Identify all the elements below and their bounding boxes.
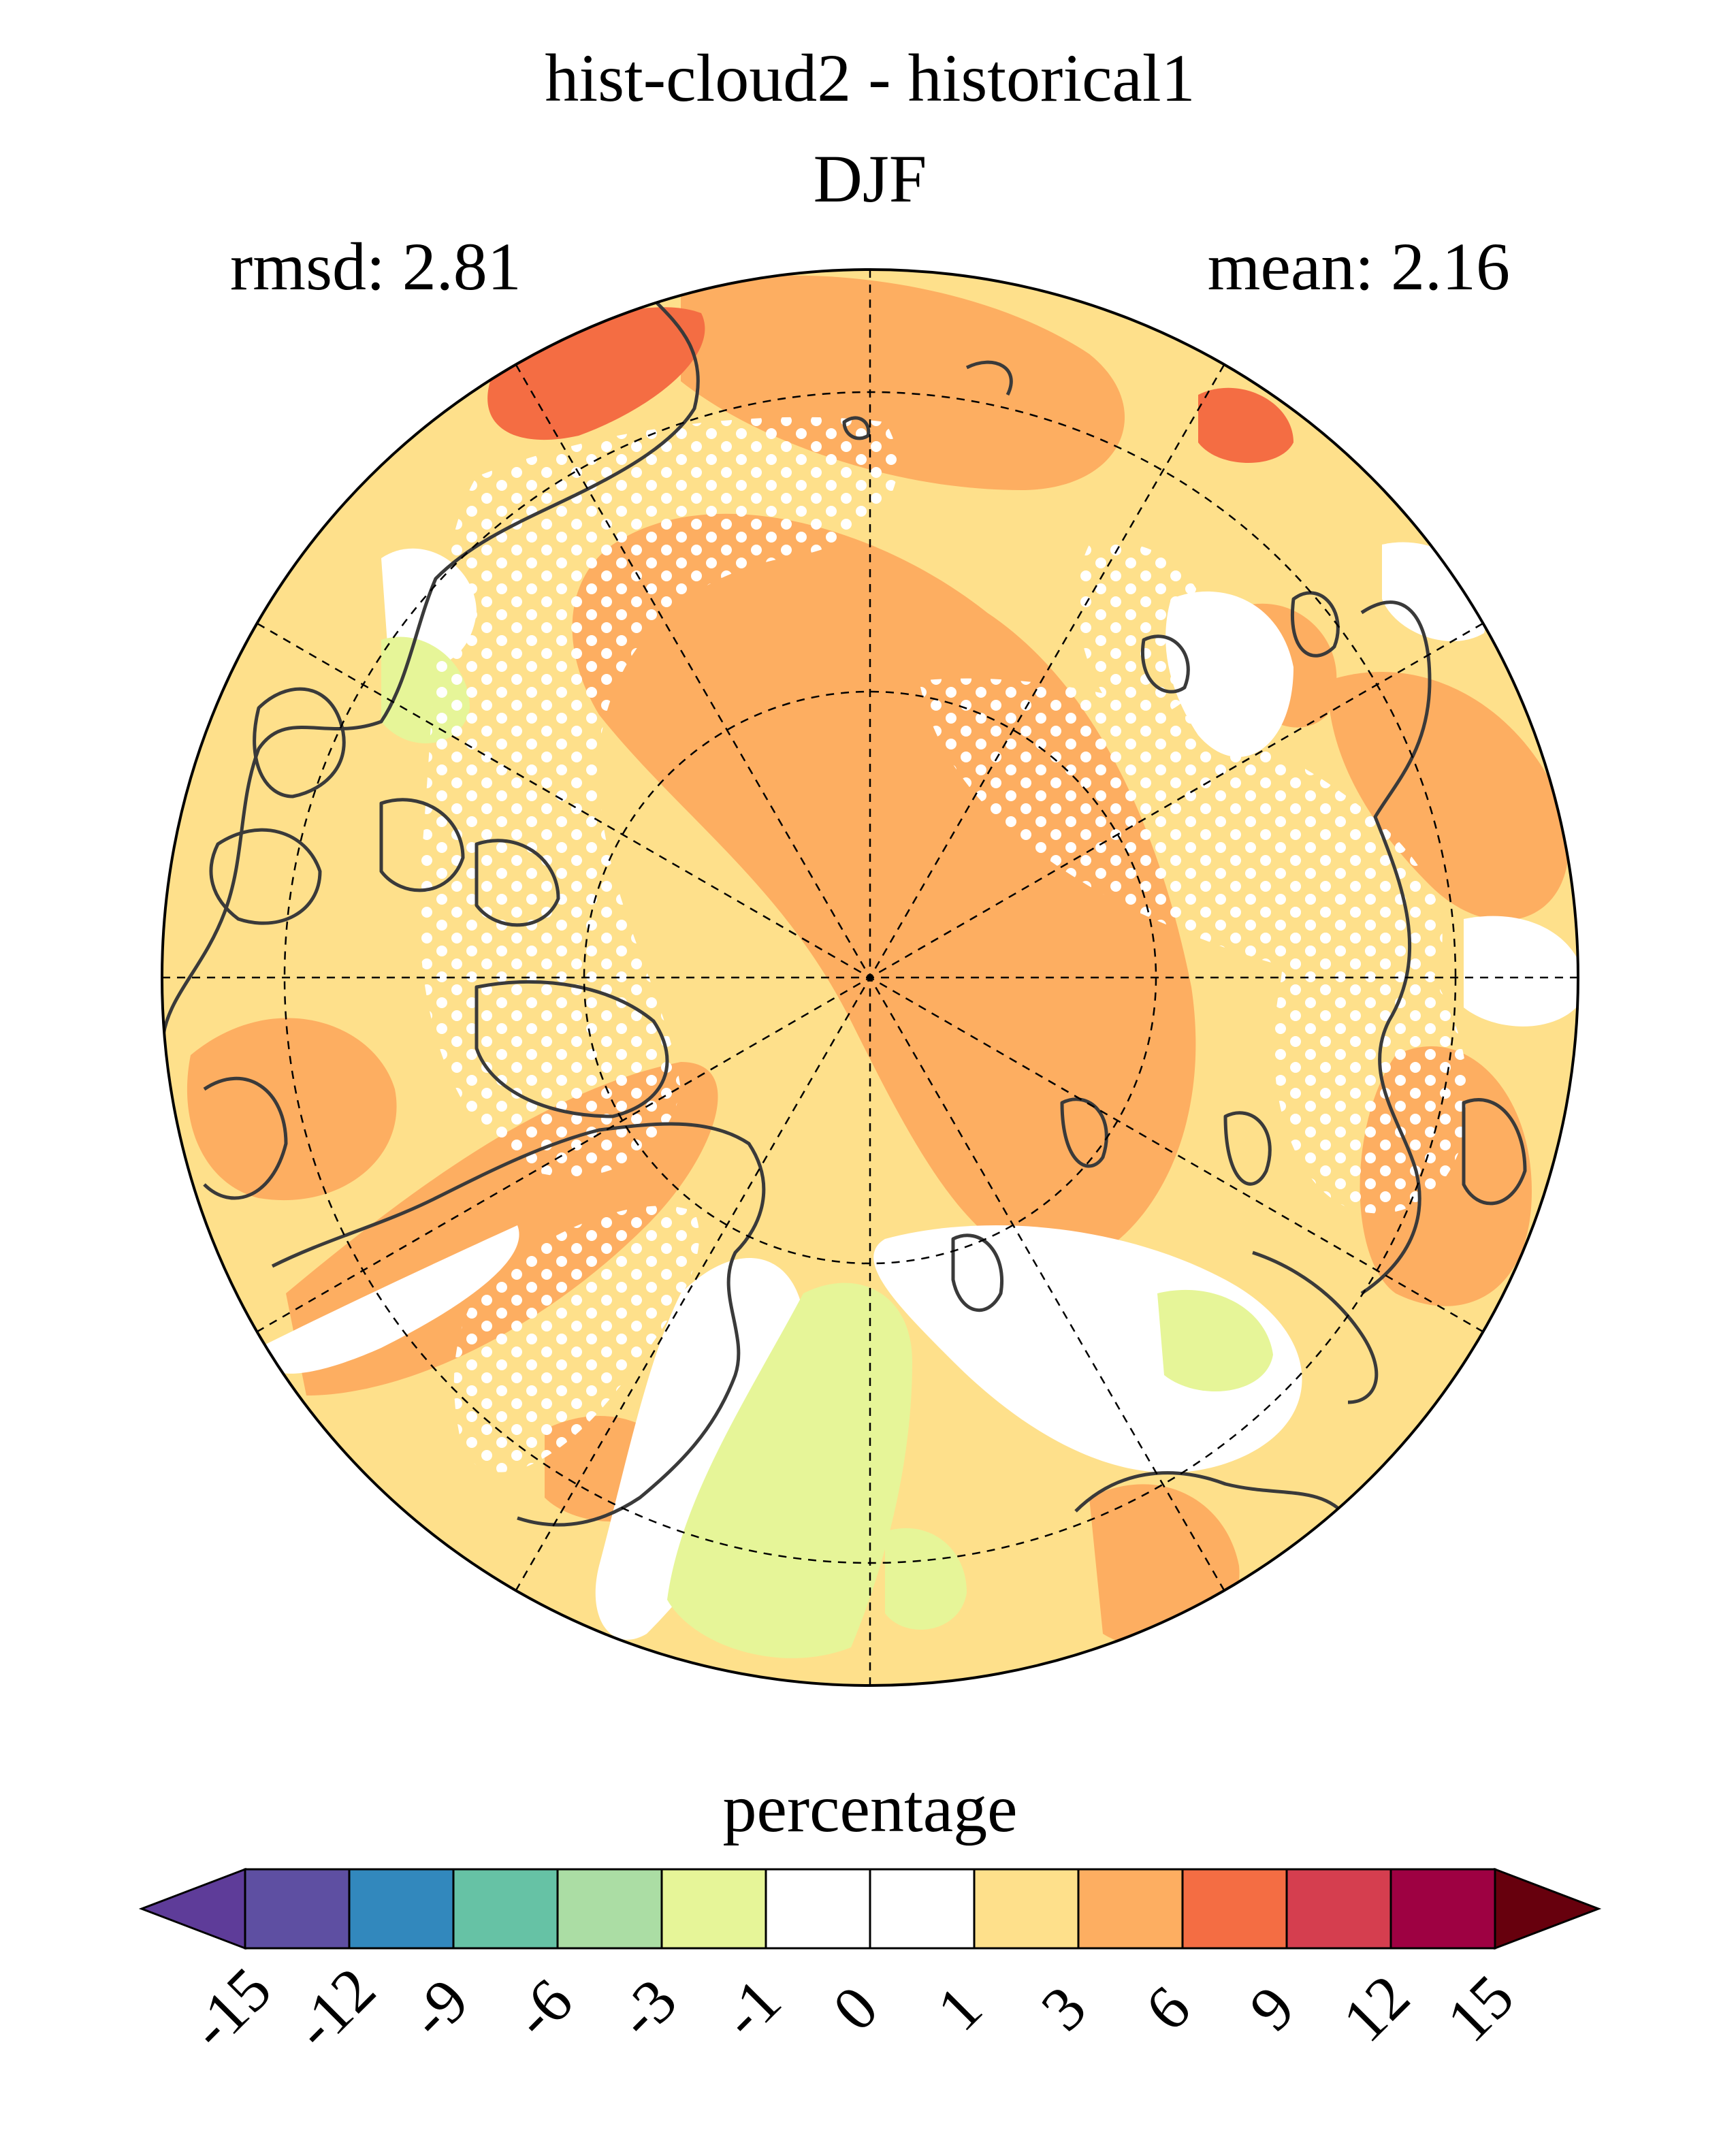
colorbar <box>138 1867 1602 1950</box>
colorbar-box <box>1285 1868 1392 1950</box>
season-label: DJF <box>814 141 927 216</box>
colorbar-tick-label: -12 <box>280 1954 389 2063</box>
colorbar-box <box>452 1868 559 1950</box>
colorbar-tick-label: -1 <box>708 1965 794 2051</box>
mean-label: mean: 2.16 <box>1208 229 1510 304</box>
figure-title: hist-cloud2 - historical1 <box>545 40 1195 116</box>
colorbar-tick-label: 1 <box>924 1973 995 2044</box>
colorbar-box <box>1077 1868 1184 1950</box>
colorbar-tick-label: 3 <box>1028 1973 1099 2044</box>
colorbar-box <box>244 1868 351 1950</box>
colorbar-box <box>869 1868 976 1950</box>
colorbar-box <box>348 1868 455 1950</box>
polar-map <box>162 270 1578 1685</box>
colorbar-box <box>1181 1868 1288 1950</box>
colorbar-box <box>556 1868 663 1950</box>
colorbar-arrow-low <box>138 1867 246 1950</box>
rmsd-label: rmsd: 2.81 <box>230 229 521 304</box>
colorbar-box <box>660 1868 767 1950</box>
coastlines <box>162 298 1527 1527</box>
colorbar-tick-label: -6 <box>500 1965 585 2051</box>
colorbar-tick-label: -3 <box>604 1965 690 2051</box>
colorbar-tick-label: 12 <box>1329 1961 1422 2054</box>
colorbar-tick-label: 0 <box>820 1973 891 2044</box>
colorbar-tick-label: 6 <box>1132 1973 1204 2044</box>
colorbar-ticks: -15-12 -9 -6 -3 -1 0 1 3 6 9 12 15 <box>176 1954 1527 2063</box>
colorbar-tick-label: -9 <box>396 1965 481 2051</box>
map-boundary <box>161 268 1579 1687</box>
anomaly-fill-minus3-to-minus1 <box>381 636 1273 1658</box>
colorbar-tick-label: -15 <box>176 1954 285 2063</box>
colorbar-label: percentage <box>722 1771 1017 1846</box>
colorbar-box <box>973 1868 1080 1950</box>
colorbar-box <box>765 1868 871 1950</box>
colorbar-box <box>1389 1868 1496 1950</box>
colorbar-tick-label: 15 <box>1433 1961 1526 2054</box>
significance-stippling <box>419 417 1468 1472</box>
anomaly-fill-6-to-9 <box>487 307 1293 463</box>
colorbar-arrow-high <box>1494 1867 1602 1950</box>
graticule <box>162 270 1578 1685</box>
colorbar-tick-label: 9 <box>1236 1973 1308 2044</box>
